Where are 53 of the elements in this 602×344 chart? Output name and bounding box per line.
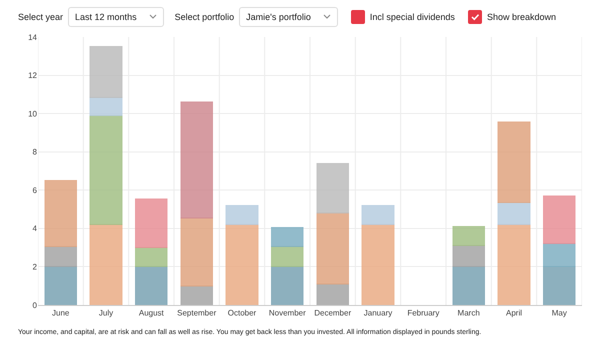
x-tick-label: March [458,308,480,318]
x-tick-label: August [138,308,165,318]
y-tick-label: 0 [32,300,38,310]
text: Last 12 months [75,12,137,22]
bar [90,114,122,226]
bar [134,247,168,268]
bar [452,266,486,305]
text: Select portfolio [174,12,234,22]
y-tick-label: 4 [32,224,38,234]
bar [452,245,486,268]
bar [134,198,168,248]
x-tick-label: September [177,308,217,318]
bar [542,266,576,305]
bar [44,246,78,268]
text: Select year [18,12,64,22]
bar [362,224,394,305]
y-tick-label: 10 [28,109,38,118]
x-tick-label: April [506,308,522,318]
text: Incl special dividends [370,12,455,22]
x-tick-label: October [228,308,257,318]
x-tick-label: November [268,308,306,318]
bar [316,283,350,305]
text: Show breakdown [486,12,556,22]
bar [44,180,78,248]
bar [180,102,214,218]
bar [270,246,304,268]
bar [226,224,258,305]
bar [542,243,576,268]
bar [498,122,530,204]
text: Jamie's portfolio [246,12,311,22]
bar [134,266,168,305]
x-tick-label: June [52,308,70,318]
bar [180,285,214,305]
bar [90,46,122,98]
bar [90,224,122,305]
x-tick-label: July [98,308,114,318]
x-tick-label: January [364,308,392,318]
y-tick-label: 14 [28,32,38,42]
x-tick-label: February [407,308,440,318]
x-tick-label: May [552,308,567,318]
y-tick-label: 12 [28,71,38,80]
bar [542,195,576,244]
bar [362,204,394,226]
x-tick-label: December [314,308,352,318]
bar [270,226,304,248]
y-tick-label: 8 [32,148,38,157]
bar [226,204,258,226]
y-tick-label: 2 [32,262,38,272]
bar [498,224,530,305]
bar [44,266,78,305]
bar [270,266,304,305]
bar [498,202,530,226]
y-tick-label: 6 [32,186,38,195]
